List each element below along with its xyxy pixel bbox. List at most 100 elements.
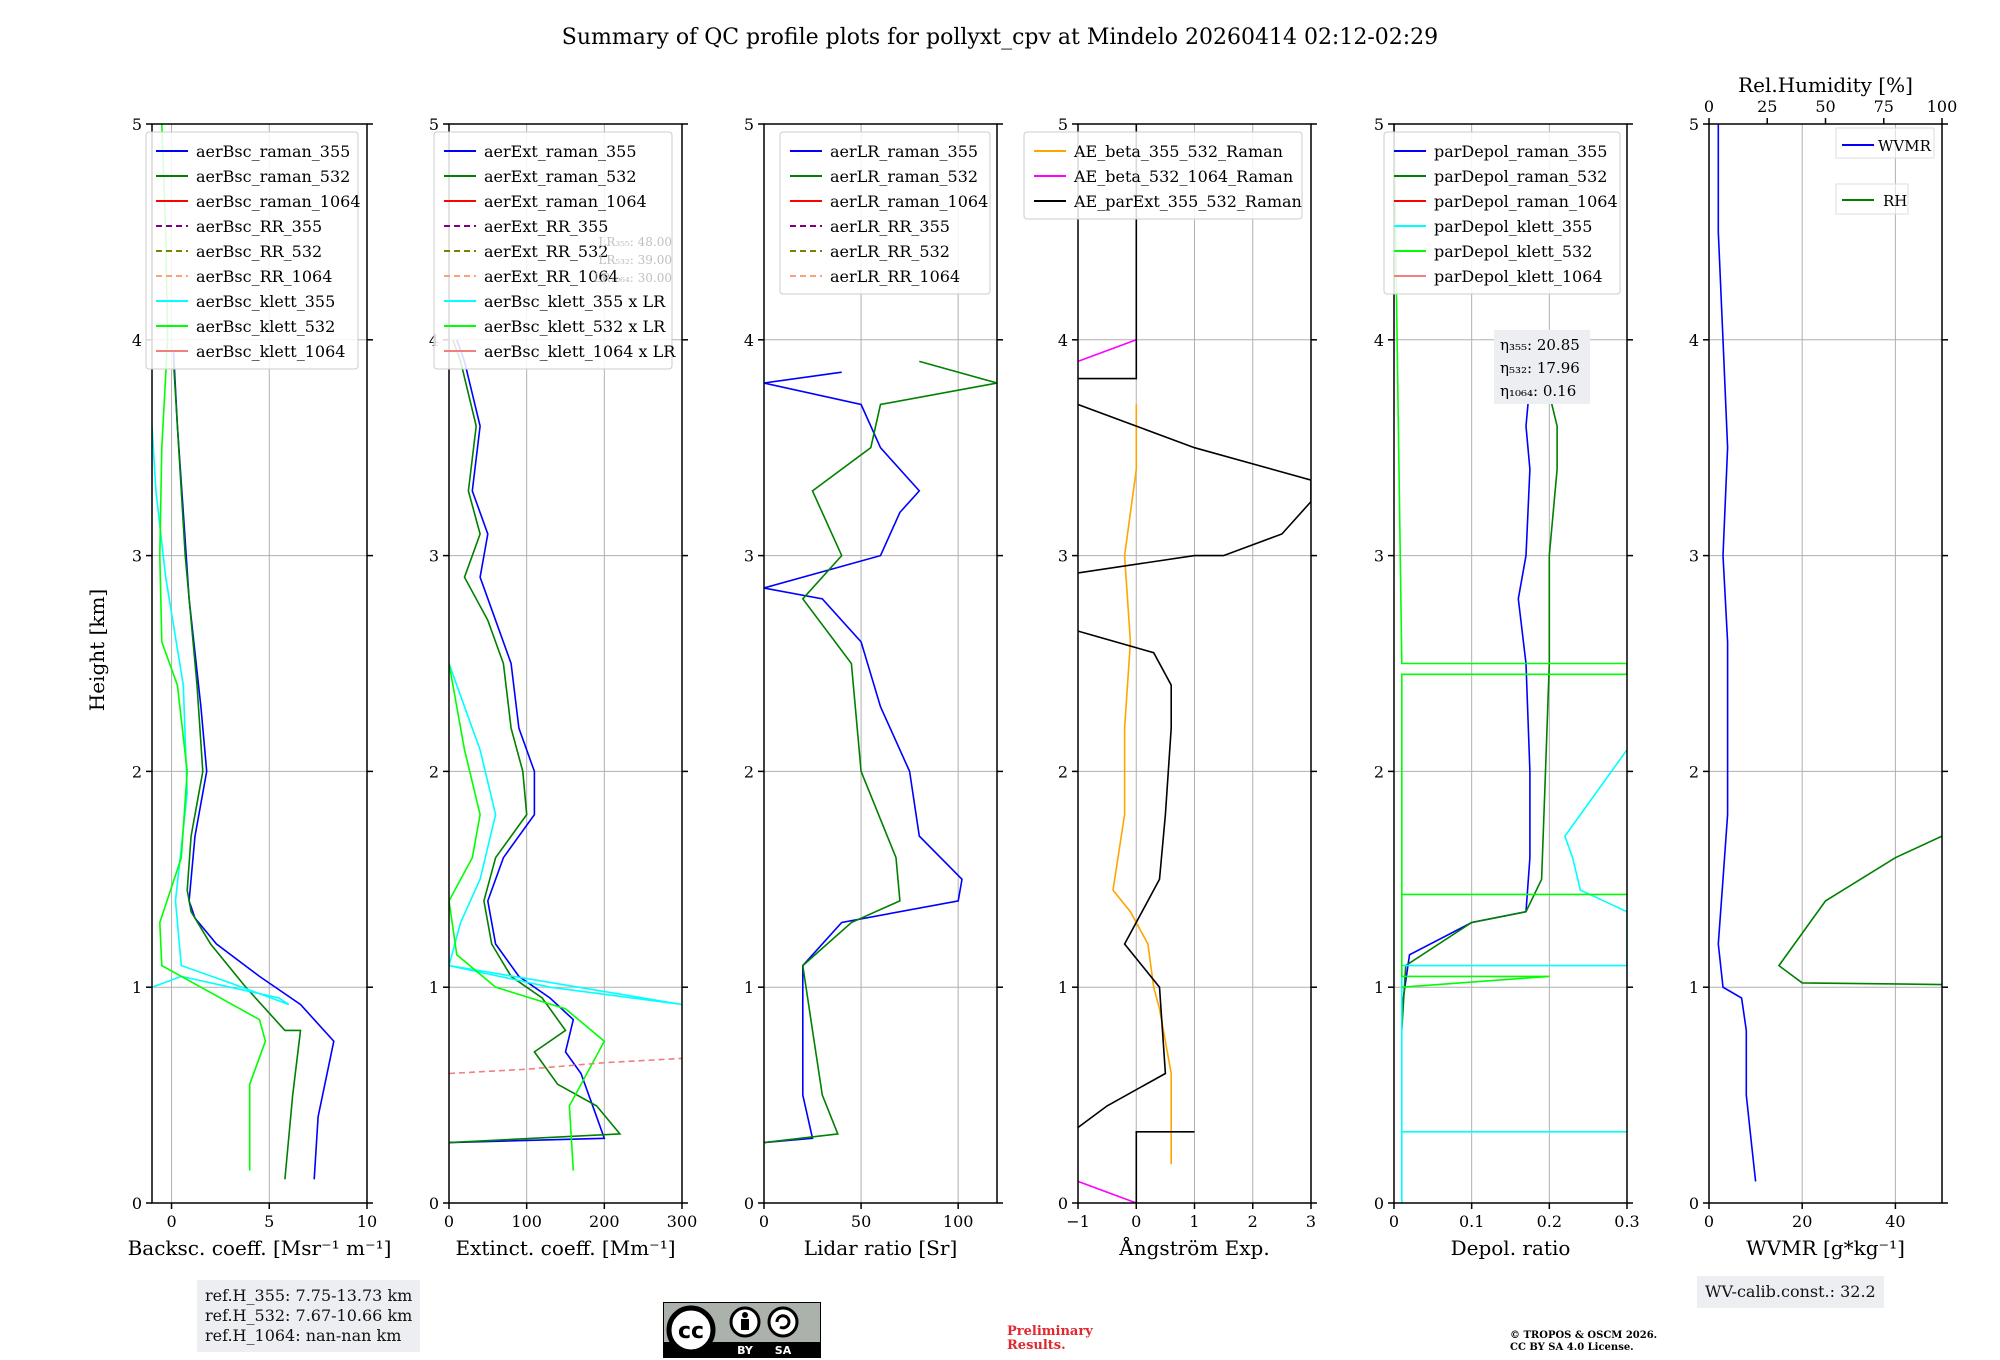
plot-frame (151, 123, 368, 1204)
sa-icon (767, 1306, 799, 1338)
cc-sa-label: SA (775, 1344, 792, 1357)
y-tick-label: 5 (1058, 115, 1068, 134)
legend-entry: parDepol_klett_355 (1434, 217, 1592, 236)
x2-axis-label: Rel.Humidity [%] (1738, 73, 1913, 97)
reference-height-box: ref.H_355: 7.75-13.73 km ref.H_532: 7.67… (197, 1280, 421, 1352)
legend-entry: aerBsc_klett_532 x LR (484, 317, 666, 336)
y-axis-label: Height [km] (85, 589, 109, 711)
legend-box (145, 131, 359, 370)
series-parDepol_klett_532 (1394, 124, 1627, 988)
x-axis-label: Extinct. coeff. [Mm⁻¹] (455, 1236, 675, 1260)
series-aerBsc_klett_532 (158, 124, 267, 1171)
y-tick-label: 2 (1374, 762, 1384, 781)
preliminary-note: Preliminary Results. (1007, 1325, 1093, 1353)
x-tick-label: 10 (357, 1212, 377, 1231)
legend-entry: aerLR_RR_1064 (830, 267, 960, 286)
x-tick-label: −1 (1066, 1212, 1090, 1231)
y-tick-label: 1 (1374, 978, 1384, 997)
y-tick-label: 4 (1374, 331, 1384, 350)
legend-entry: aerLR_RR_355 (830, 217, 950, 236)
legend: WVMR RH (1835, 127, 1935, 215)
legend-entry: aerLR_RR_532 (830, 242, 950, 261)
panel-lr: 0 50 100 0 1 2 3 4 5 Lidar ratio [Sr] aerLR_raman_… (744, 115, 1003, 1260)
plot-frame (1708, 123, 1943, 1204)
series-AE_beta_355_532_Raman (1112, 404, 1172, 1165)
x-tick-label: 0 (1389, 1212, 1399, 1231)
legend-entry: aerExt_RR_1064 (484, 267, 619, 286)
legend-entry: RH (1883, 192, 1907, 210)
series-parDepol_raman_532 (1401, 393, 1558, 1031)
y-tick-label: 4 (132, 331, 142, 350)
series-parDepol_klett_355 (1401, 749, 1627, 1203)
x-tick-label: 20 (1792, 1212, 1812, 1231)
y-tick-label: 0 (744, 1194, 754, 1213)
legend-entry: aerBsc_raman_355 (196, 142, 350, 161)
eta-label: η₁₀₆₄: 0.16 (1500, 382, 1576, 400)
cc-by-sa-logo: cc BY SA (663, 1302, 821, 1358)
x-axis-label: WVMR [g*kg⁻¹] (1746, 1236, 1905, 1260)
eta-box: η₃₅₅: 20.85 η₅₃₂: 17.96 η₁₀₆₄: 0.16 (1494, 330, 1590, 404)
x-axis-label: Lidar ratio [Sr] (804, 1236, 958, 1260)
copyright-line-1: © TROPOS & OSCM 2026. (1510, 1330, 1658, 1341)
legend-entry: aerBsc_RR_532 (196, 242, 322, 261)
x-tick-label: 0 (1704, 1212, 1714, 1231)
copyright-line-2: CC BY SA 4.0 License. (1510, 1342, 1634, 1353)
legend-entry: parDepol_raman_355 (1434, 142, 1607, 161)
legend-entry: aerLR_raman_355 (830, 142, 978, 161)
series-AE_beta_532_1064_Raman (1078, 1180, 1137, 1203)
x-tick-label: 100 (511, 1212, 542, 1231)
series-group (152, 124, 335, 1180)
y-tick-label: 5 (429, 115, 439, 134)
legend-entry: AE_parExt_355_532_Raman (1073, 192, 1302, 211)
x2-tick-label: 50 (1815, 97, 1835, 116)
legend-entry: aerBsc_raman_532 (196, 167, 350, 186)
preliminary-line-2: Results. (1007, 1338, 1066, 1353)
copyright-note: © TROPOS & OSCM 2026. CC BY SA 4.0 Licen… (1510, 1330, 1657, 1354)
plot-frame (448, 123, 683, 1204)
y-tick-label: 2 (429, 762, 439, 781)
y-tick-label: 2 (1058, 762, 1068, 781)
y-tick-label: 0 (1058, 1194, 1068, 1213)
series-RH (1777, 338, 1942, 986)
refh-532: ref.H_532: 7.67-10.66 km (205, 1306, 413, 1325)
panel-depol: 0 0.1 0.2 0.3 0 1 2 3 4 5 Depol. ratio parDepol_ram… (1374, 115, 1640, 1260)
y-tick-label: 3 (132, 547, 142, 566)
legend-entry: AE_beta_532_1064_Raman (1073, 167, 1293, 186)
legend-entry: aerBsc_klett_1064 (196, 342, 345, 361)
x-tick-label: 0 (1131, 1212, 1141, 1231)
refh-355: ref.H_355: 7.75-13.73 km (205, 1286, 413, 1305)
series-aerBsc_raman_532 (172, 361, 302, 1180)
series-group (1717, 124, 1942, 1182)
y-tick-label: 5 (744, 115, 754, 134)
y-tick-label: 1 (1058, 978, 1068, 997)
legend-entry: aerExt_RR_355 (484, 217, 608, 236)
series-AE_parExt_355_532_Raman_upper (1078, 403, 1311, 574)
x-tick-label: 40 (1885, 1212, 1905, 1231)
y-tick-label: 1 (132, 978, 142, 997)
lr-label: LR₅₃₂: 39.00 (598, 253, 672, 267)
x-tick-label: 2 (1248, 1212, 1258, 1231)
lr-label: LR₁₀₆₄: 30.00 (594, 271, 672, 285)
y-tick-label: 3 (429, 547, 439, 566)
preliminary-line-1: Preliminary (1007, 1324, 1093, 1339)
legend-entry: AE_beta_355_532_Raman (1073, 142, 1283, 161)
x-tick-label: 50 (851, 1212, 871, 1231)
y-tick-label: 3 (1058, 547, 1068, 566)
legend-entry: aerExt_raman_1064 (484, 192, 647, 211)
series-aerBsc_klett_532 x LR (449, 663, 606, 1171)
y-tick-label: 0 (132, 1194, 142, 1213)
legend-entry: aerExt_RR_532 (484, 242, 608, 261)
x-tick-label: 3 (1306, 1212, 1316, 1231)
chart-title: Summary of QC profile plots for pollyxt_… (562, 25, 1438, 50)
legend-entry: aerBsc_RR_355 (196, 217, 322, 236)
x-tick-label: 0 (759, 1212, 769, 1231)
x-tick-label: 0 (166, 1212, 176, 1231)
y-tick-label: 5 (1689, 115, 1699, 134)
x-tick-label: 0 (444, 1212, 454, 1231)
y-tick-label: 1 (429, 978, 439, 997)
x-tick-label: 200 (589, 1212, 620, 1231)
legend-box (1835, 127, 1935, 159)
